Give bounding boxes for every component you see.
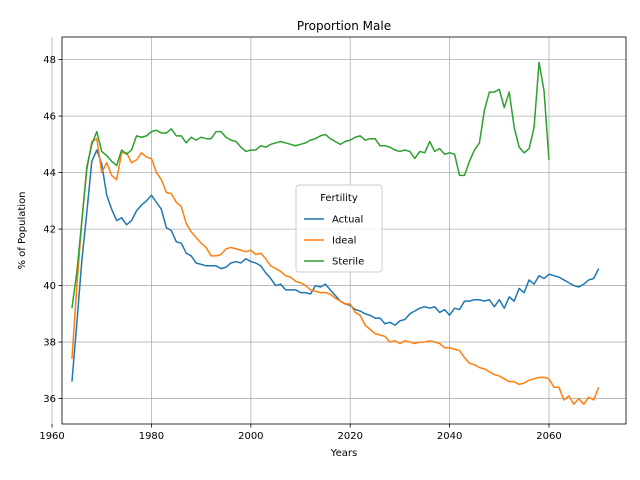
y-tick-label: 46 <box>43 112 56 123</box>
x-tick-label: 1980 <box>139 431 164 442</box>
plot-area-frame <box>61 36 627 425</box>
legend-items: Actual Ideal Sterile <box>304 215 364 268</box>
series-line-actual <box>71 149 600 382</box>
y-tick-label: 36 <box>43 394 56 405</box>
y-axis-ticks: 36 38 40 42 44 46 48 <box>43 55 62 405</box>
y-tick-label: 42 <box>43 225 56 236</box>
legend-box <box>295 184 383 273</box>
y-tick-label: 38 <box>43 338 56 349</box>
x-tick-label: 2060 <box>536 431 561 442</box>
legend-label-sterile: Sterile <box>332 257 364 268</box>
y-tick-label: 44 <box>43 168 56 179</box>
y-axis-label: % of Population <box>17 191 28 269</box>
x-axis-label: Years <box>330 448 357 459</box>
x-axis-ticks: 1960 1980 2000 2020 2040 2060 <box>39 424 562 442</box>
legend: Fertility Actual Ideal Sterile <box>295 184 383 273</box>
chart-title: Proportion Male <box>297 19 391 33</box>
series-line-ideal <box>71 137 600 405</box>
x-tick-label: 2000 <box>238 431 263 442</box>
legend-label-actual: Actual <box>332 215 363 226</box>
y-tick-label: 40 <box>43 281 56 292</box>
series-line-sterile <box>71 61 550 309</box>
legend-label-ideal: Ideal <box>332 236 356 247</box>
y-tick-label: 48 <box>43 55 56 66</box>
x-tick-label: 2020 <box>337 431 362 442</box>
series-lines <box>71 61 600 405</box>
x-tick-label: 2040 <box>437 431 462 442</box>
legend-title: Fertility <box>320 193 358 204</box>
x-tick-label: 1960 <box>39 431 64 442</box>
